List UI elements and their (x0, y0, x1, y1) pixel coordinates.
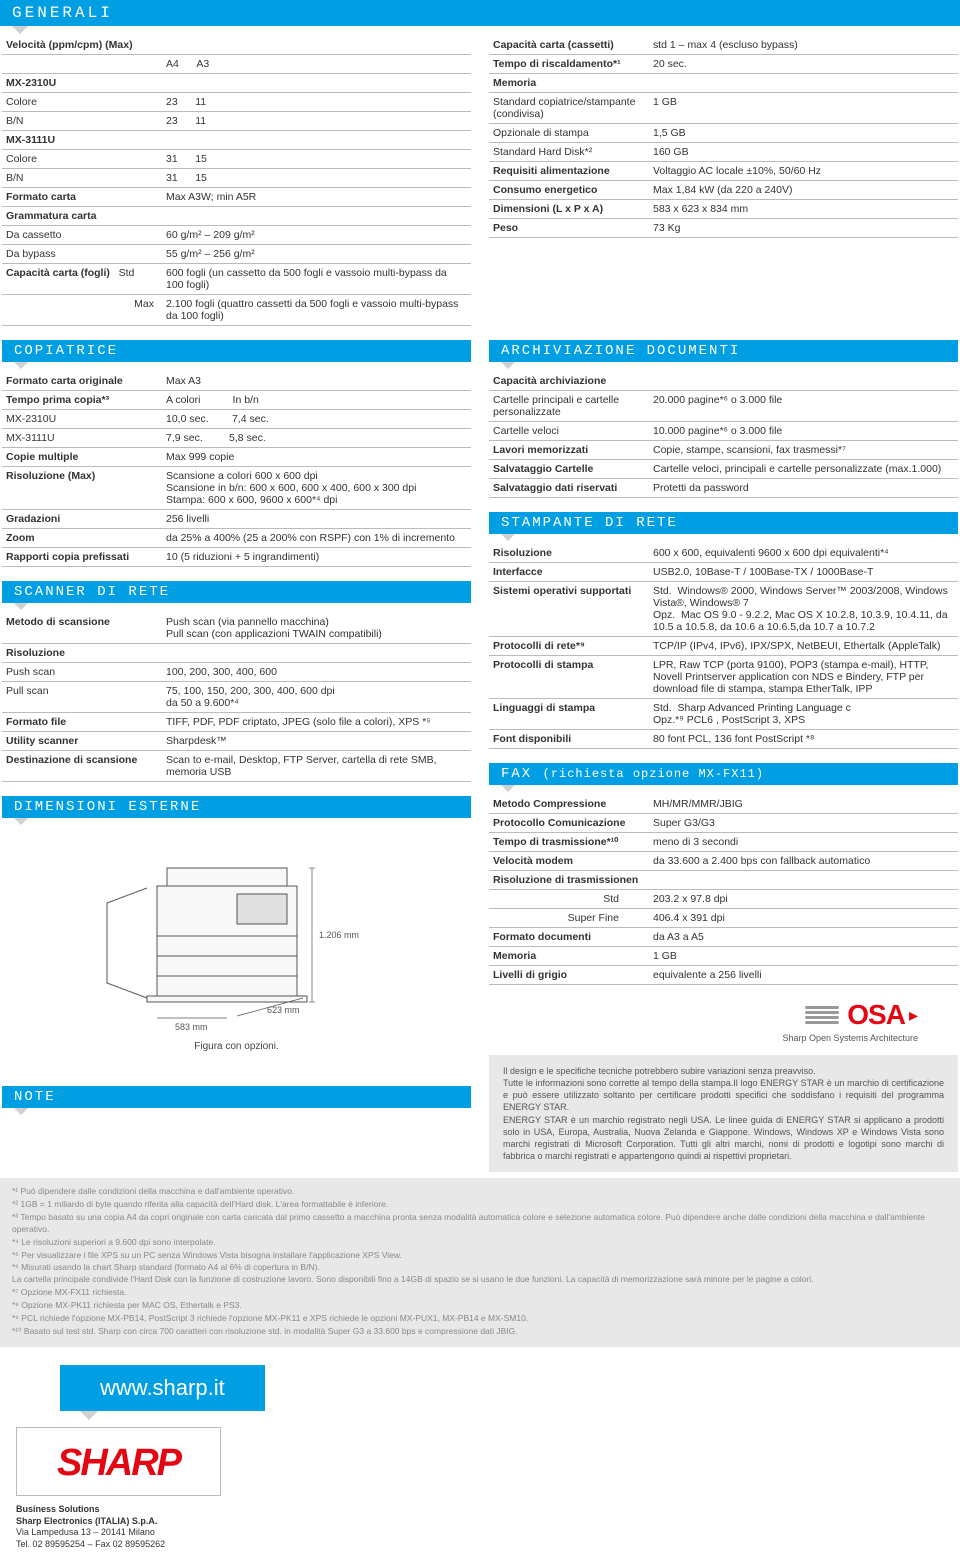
osa-subtitle: Sharp Open Systems Architecture (489, 1033, 958, 1043)
table-generali-left: Velocità (ppm/cpm) (Max) A4 A3 MX-2310U … (2, 36, 471, 326)
section-dimensioni: DIMENSIONI ESTERNE (2, 796, 471, 818)
sharp-logo: SHARP (16, 1427, 221, 1496)
svg-text:1.206 mm: 1.206 mm (319, 930, 359, 940)
company-address: Business Solutions Sharp Electronics (IT… (16, 1504, 944, 1551)
table-fax: Metodo CompressioneMH/MR/MMR/JBIG Protoc… (489, 795, 958, 985)
section-fax: FAX (richiesta opzione MX-FX11) (489, 763, 958, 785)
table-generali-right: Capacità carta (cassetti)std 1 – max 4 (… (489, 36, 958, 238)
website-link[interactable]: www.sharp.it (60, 1365, 265, 1411)
table-archiviazione: Capacità archiviazione Cartelle principa… (489, 372, 958, 498)
section-archiviazione: ARCHIVIAZIONE DOCUMENTI (489, 340, 958, 362)
section-note: NOTE (2, 1086, 471, 1108)
section-copiatrice: COPIATRICE (2, 340, 471, 362)
section-scanner: SCANNER DI RETE (2, 581, 471, 603)
diagram-caption: Figura con opzioni. (2, 1041, 471, 1052)
table-scanner: Metodo di scansionePush scan (via pannel… (2, 613, 471, 782)
table-stampante: Risoluzione600 x 600, equivalenti 9600 x… (489, 544, 958, 749)
printer-icon: 1.206 mm 583 mm 623 mm (87, 838, 387, 1038)
table-copiatrice: Formato carta originaleMax A3 Tempo prim… (2, 372, 471, 567)
dimensions-diagram: 1.206 mm 583 mm 623 mm Figura con opzion… (2, 818, 471, 1072)
svg-text:583 mm: 583 mm (175, 1022, 208, 1032)
section-stampante: STAMPANTE DI RETE (489, 512, 958, 534)
section-generali: GENERALI (0, 0, 960, 26)
disclaimer-text: Il design e le specifiche tecniche potre… (489, 1055, 958, 1172)
osa-logo: OSA▸ (489, 999, 958, 1031)
footnotes: *¹ Può dipendere dalle condizioni della … (0, 1178, 960, 1347)
svg-text:623 mm: 623 mm (267, 1005, 300, 1015)
